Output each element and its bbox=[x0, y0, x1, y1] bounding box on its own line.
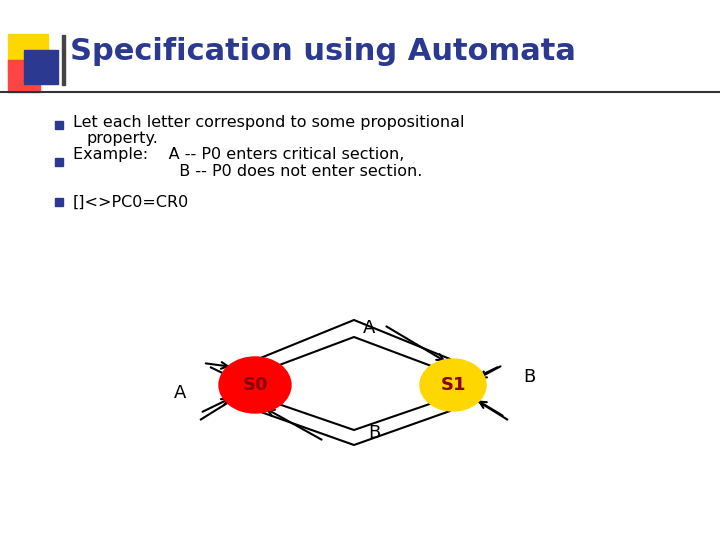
Text: B: B bbox=[523, 368, 535, 386]
Text: B -- P0 does not enter section.: B -- P0 does not enter section. bbox=[87, 164, 423, 179]
Ellipse shape bbox=[420, 359, 486, 411]
Text: S0: S0 bbox=[242, 376, 268, 394]
Text: []<>PC0=CR0: []<>PC0=CR0 bbox=[73, 194, 189, 210]
Text: property.: property. bbox=[87, 132, 159, 146]
Bar bbox=[55, 198, 63, 206]
Text: S1: S1 bbox=[440, 376, 466, 394]
Text: B: B bbox=[368, 424, 380, 442]
Bar bbox=[55, 158, 63, 166]
Bar bbox=[62, 35, 65, 85]
Text: A: A bbox=[363, 319, 375, 337]
Bar bbox=[55, 121, 63, 129]
Ellipse shape bbox=[219, 357, 291, 413]
Bar bbox=[24, 50, 58, 84]
Text: Let each letter correspond to some propositional: Let each letter correspond to some propo… bbox=[73, 114, 464, 130]
Bar bbox=[8, 34, 48, 72]
Text: A: A bbox=[174, 384, 186, 402]
Bar bbox=[8, 60, 40, 92]
Text: Example:    A -- P0 enters critical section,: Example: A -- P0 enters critical section… bbox=[73, 146, 405, 161]
Text: Specification using Automata: Specification using Automata bbox=[70, 37, 576, 66]
